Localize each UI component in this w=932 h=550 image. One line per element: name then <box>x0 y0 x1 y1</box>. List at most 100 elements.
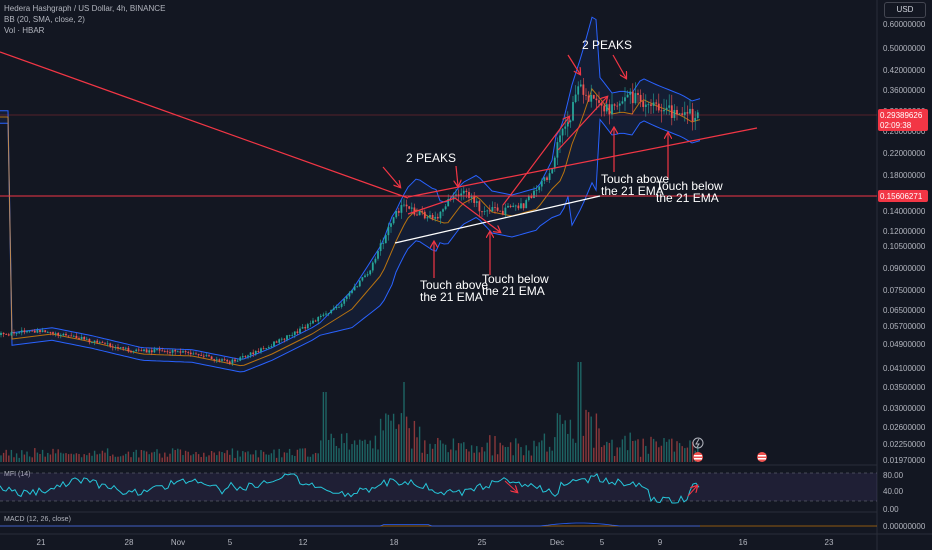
volume-bar <box>75 453 78 462</box>
candle-body <box>465 190 468 193</box>
candle-body <box>486 210 489 212</box>
volume-bar <box>174 450 176 462</box>
volume-bar <box>637 439 639 462</box>
price-axis[interactable]: 0.60000000 0.50000000 0.42000000 0.36000000… <box>883 20 926 465</box>
touch-below-label-1-line1[interactable]: Touch below <box>482 272 549 286</box>
candle-body <box>522 203 525 209</box>
peak-arrow-4[interactable] <box>612 54 626 78</box>
volume-bar <box>177 448 179 462</box>
candle-body <box>187 352 190 353</box>
candle-body <box>41 330 44 332</box>
candle-body <box>137 349 140 351</box>
mfi-arrow-2[interactable] <box>687 486 697 497</box>
mfi-arrow-1[interactable] <box>504 480 517 492</box>
candle-body <box>400 205 403 213</box>
us-flag-icon[interactable] <box>693 452 703 462</box>
volume-bar <box>429 443 431 462</box>
support-trendline-white[interactable] <box>394 195 601 244</box>
volume-bar <box>112 454 114 462</box>
volume-bar <box>296 449 299 462</box>
time-axis[interactable]: 21 28 Nov 5 12 18 25 Dec 5 9 16 23 <box>37 538 834 547</box>
volume-bar <box>356 444 358 462</box>
path-arrow-1[interactable] <box>407 197 500 232</box>
candle-body <box>5 334 8 335</box>
volume-bar <box>559 414 561 462</box>
candle-body <box>273 341 275 347</box>
volume-bar <box>686 447 689 462</box>
touch-below-label-2-line2[interactable]: the 21 EMA <box>656 191 719 205</box>
bb-indicator-label[interactable]: BB (20, SMA, close, 2) <box>4 15 85 24</box>
price-tick-label: 0.07500000 <box>883 286 926 295</box>
candle-body <box>189 352 192 355</box>
candle-body <box>613 104 616 106</box>
volume-bar <box>70 453 72 462</box>
candle-body <box>577 86 580 95</box>
volume-bar <box>88 452 91 462</box>
downtrend-line[interactable] <box>0 51 409 199</box>
touch-above-label-2-line1[interactable]: Touch above <box>601 172 669 186</box>
peak-arrow-2[interactable] <box>456 165 458 186</box>
candle-body <box>270 346 273 348</box>
candle-body <box>546 177 548 180</box>
volume-bar <box>580 362 582 462</box>
ascending-trendline[interactable] <box>407 127 758 198</box>
candle-body <box>72 335 75 337</box>
volume-bar <box>426 453 429 462</box>
touch-above-label-2-line2[interactable]: the 21 EMA <box>601 184 664 198</box>
candle-body <box>13 332 15 334</box>
volume-bar <box>507 446 509 462</box>
candle-body <box>132 351 135 352</box>
lightning-icon[interactable] <box>692 437 704 449</box>
volume-bar <box>431 448 434 462</box>
macd-label[interactable]: MACD (12, 26, close) <box>4 516 71 523</box>
volume-indicator-label[interactable]: Vol · HBAR <box>4 26 45 35</box>
volume-bar <box>96 454 98 462</box>
volume-bar <box>647 453 650 462</box>
volume-bar <box>226 450 228 462</box>
volume-bar <box>486 442 488 462</box>
peaks-label-right[interactable]: 2 PEAKS <box>582 38 632 52</box>
candle-body <box>54 332 57 334</box>
volume-bar <box>52 448 54 462</box>
peak-arrow-3[interactable] <box>567 54 580 74</box>
candle-body <box>75 335 78 339</box>
volume-bar <box>330 433 332 462</box>
candle-body <box>317 317 320 322</box>
volume-bar <box>122 455 124 462</box>
peak-arrow-1[interactable] <box>382 166 400 187</box>
candle-body <box>67 335 70 337</box>
volume-bar <box>408 428 410 462</box>
volume-bar <box>645 445 647 462</box>
volume-bar <box>616 447 618 462</box>
candle-body <box>600 102 603 106</box>
volume-bar <box>528 450 530 462</box>
volume-bar <box>242 451 244 462</box>
mfi-label[interactable]: MFI (14) <box>4 471 31 478</box>
peaks-label-left[interactable]: 2 PEAKS <box>406 151 456 165</box>
price-tick-label: 0.12000000 <box>883 227 926 236</box>
candle-body <box>473 195 476 203</box>
volume-bar <box>343 443 345 462</box>
candle-body <box>351 290 353 293</box>
volume-bar <box>691 441 694 462</box>
touch-below-label-2-line1[interactable]: Touch below <box>656 179 723 193</box>
us-flag-icon[interactable] <box>757 452 767 462</box>
path-arrow-3[interactable] <box>557 97 607 151</box>
candle-body <box>296 331 299 333</box>
candle-body <box>348 292 351 297</box>
volume-bar <box>587 412 590 462</box>
path-arrow-2[interactable] <box>502 117 569 206</box>
volume-bar <box>104 452 106 462</box>
touch-above-label-1-line1[interactable]: Touch above <box>420 278 488 292</box>
volume-bar <box>135 449 137 462</box>
currency-button[interactable]: USD <box>884 2 926 18</box>
volume-bar <box>86 455 88 462</box>
touch-below-label-1-line2[interactable]: the 21 EMA <box>482 284 545 298</box>
touch-above-label-1-line2[interactable]: the 21 EMA <box>420 290 483 304</box>
candle-body <box>332 308 335 310</box>
candle-body <box>616 105 619 107</box>
volume-bar <box>499 442 501 462</box>
candle-countdown: 02:09:38 <box>880 121 912 130</box>
candle-body <box>236 360 239 362</box>
